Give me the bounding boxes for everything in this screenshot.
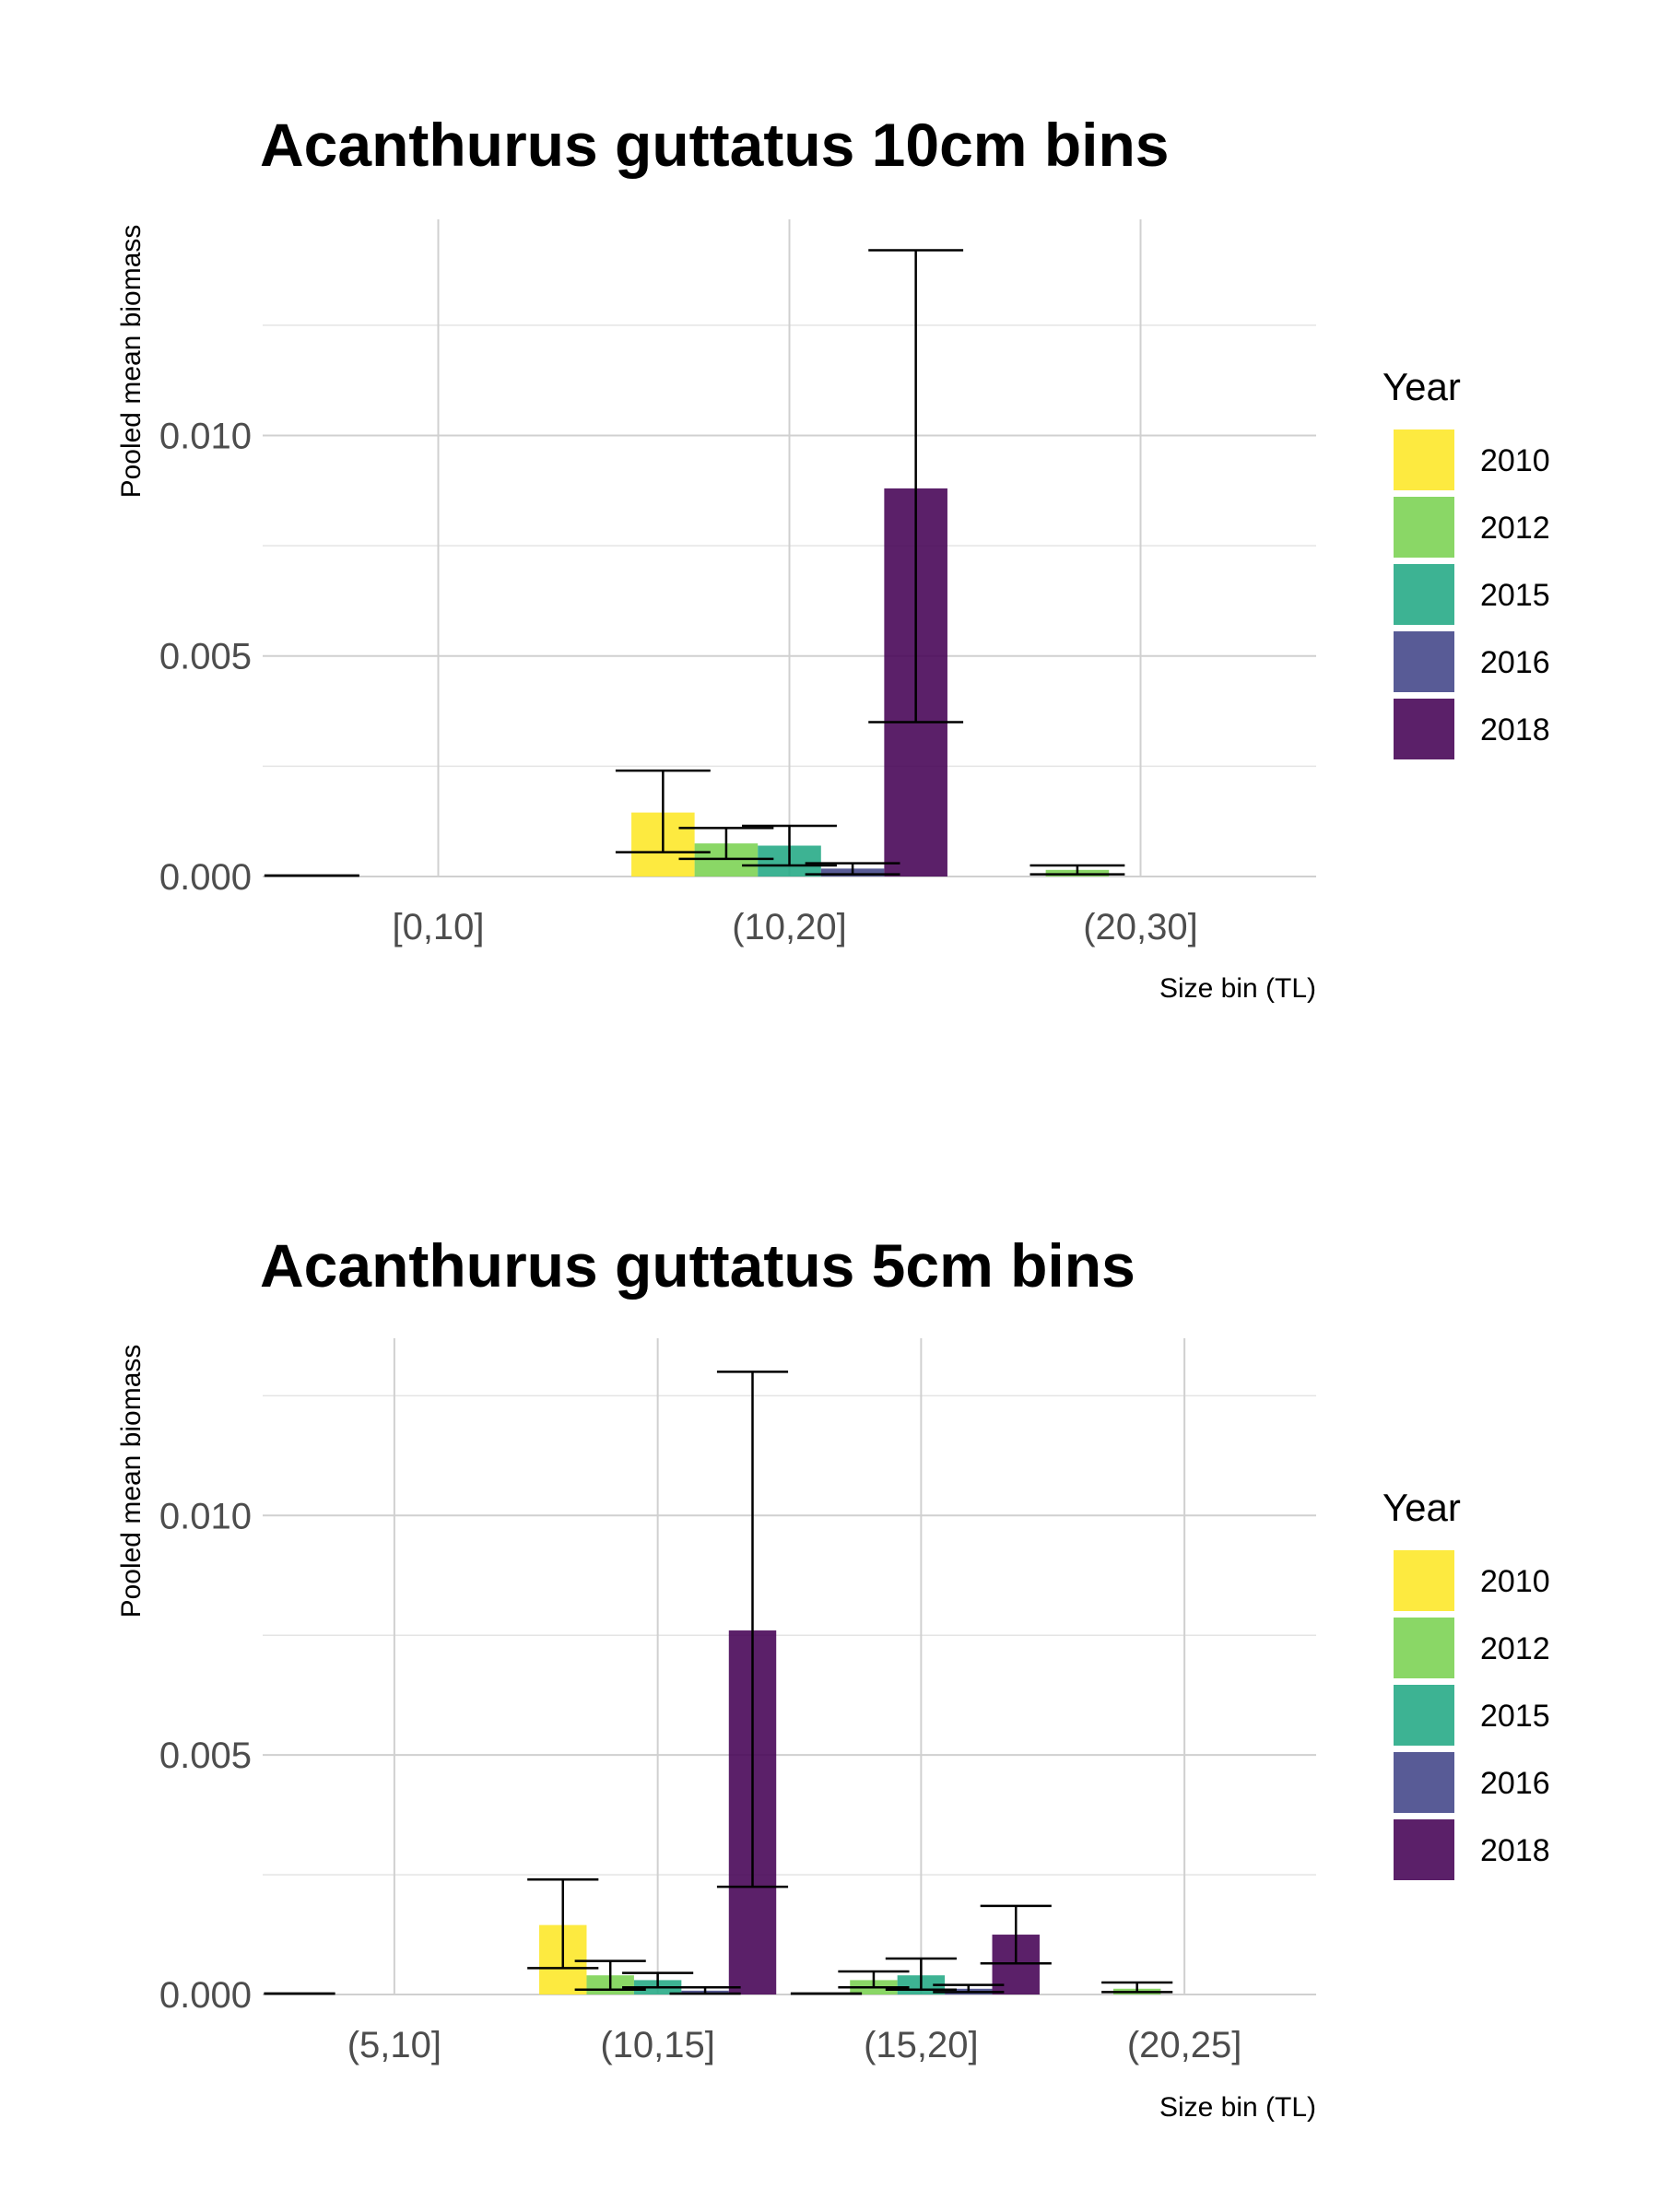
legend: 2010 2012 2015 2016 2018	[1394, 1550, 1550, 1880]
x-axis-label: Size bin (TL)	[1159, 2092, 1316, 2123]
legend-label-2010: 2010	[1480, 1564, 1550, 1599]
y-tick-label: 0.005	[159, 1735, 252, 1776]
y-tick-label: 0.010	[159, 416, 252, 456]
legend-label-2010: 2010	[1480, 443, 1550, 478]
y-tick-labels: 0.000 0.005 0.010	[159, 1496, 252, 2016]
legend-swatch-2015	[1394, 564, 1454, 625]
y-tick-label: 0.005	[159, 637, 252, 677]
legend-swatch-2015	[1394, 1685, 1454, 1746]
x-tick-label: (10,20]	[732, 907, 847, 947]
x-tick-label: (15,20]	[864, 2025, 979, 2065]
chart-title: Acanthurus guttatus 5cm bins	[260, 1231, 1135, 1300]
legend-label-2015: 2015	[1480, 1699, 1550, 1734]
chart-panel-5cm: Acanthurus guttatus 5cm bins 0.0000.0050…	[116, 1231, 1550, 2123]
y-tick-labels: 0.000 0.005 0.010	[159, 416, 252, 898]
legend-title: Year	[1382, 1486, 1461, 1529]
legend-title: Year	[1382, 365, 1461, 408]
error-bars	[264, 249, 1125, 877]
legend-label-2012: 2012	[1480, 1631, 1550, 1666]
legend-label-2016: 2016	[1480, 1766, 1550, 1801]
legend-swatch-2010	[1394, 429, 1454, 490]
legend-swatch-2012	[1394, 1618, 1454, 1678]
y-tick-label: 0.000	[159, 1975, 252, 2016]
x-tick-label: (20,30]	[1083, 907, 1198, 947]
y-axis-label: Pooled mean biomass	[116, 225, 147, 499]
legend-swatch-2012	[1394, 497, 1454, 558]
plot-grid	[263, 219, 1316, 877]
y-axis-label: Pooled mean biomass	[116, 1345, 147, 1618]
legend-label-2015: 2015	[1480, 578, 1550, 613]
x-axis-label: Size bin (TL)	[1159, 973, 1316, 1004]
legend-swatch-2018	[1394, 699, 1454, 759]
y-tick-label: 0.000	[159, 857, 252, 898]
legend: 2010 2012 2015 2016 2018	[1394, 429, 1550, 759]
legend-label-2012: 2012	[1480, 511, 1550, 546]
y-tick-label: 0.010	[159, 1496, 252, 1536]
x-tick-label: (5,10]	[347, 2025, 441, 2065]
x-tick-label: [0,10]	[392, 907, 484, 947]
chart-title: Acanthurus guttatus 10cm bins	[260, 111, 1170, 179]
legend-label-2018: 2018	[1480, 712, 1550, 747]
x-tick-labels: (5,10] (10,15] (15,20] (20,25]	[347, 2025, 1242, 2065]
x-tick-label: (20,25]	[1127, 2025, 1242, 2065]
legend-label-2018: 2018	[1480, 1833, 1550, 1868]
chart-panel-10cm: Acanthurus guttatus 10cm bins 0.000 0.005…	[116, 111, 1550, 1004]
legend-swatch-2016	[1394, 631, 1454, 692]
x-tick-label: (10,15]	[600, 2025, 715, 2065]
legend-swatch-2010	[1394, 1550, 1454, 1611]
legend-label-2016: 2016	[1480, 645, 1550, 680]
error-bars	[264, 1371, 1173, 1995]
x-tick-labels: [0,10] (10,20] (20,30]	[392, 907, 1197, 947]
legend-swatch-2018	[1394, 1819, 1454, 1880]
legend-swatch-2016	[1394, 1752, 1454, 1813]
